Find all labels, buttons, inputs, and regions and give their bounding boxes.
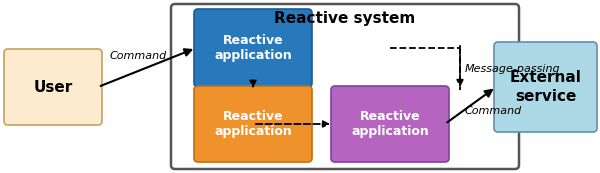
FancyBboxPatch shape [171, 4, 519, 169]
Text: Reactive
application: Reactive application [214, 34, 292, 62]
FancyBboxPatch shape [194, 86, 312, 162]
Text: Command: Command [465, 106, 522, 116]
Text: External
service: External service [509, 70, 581, 104]
Text: Reactive
application: Reactive application [214, 110, 292, 139]
Text: Command: Command [109, 51, 167, 61]
Text: User: User [34, 80, 73, 94]
FancyBboxPatch shape [494, 42, 597, 132]
Text: Reactive system: Reactive system [274, 11, 416, 26]
Text: Message-passing: Message-passing [465, 64, 560, 74]
FancyBboxPatch shape [331, 86, 449, 162]
FancyBboxPatch shape [4, 49, 102, 125]
Text: Reactive
application: Reactive application [351, 110, 429, 139]
FancyBboxPatch shape [194, 9, 312, 87]
